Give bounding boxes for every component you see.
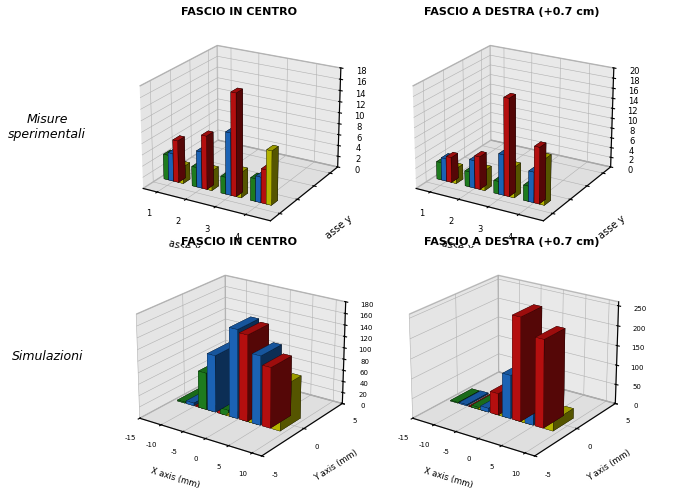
X-axis label: X axis (mm): X axis (mm) [423, 466, 474, 488]
Y-axis label: Y axis (mm): Y axis (mm) [313, 447, 359, 482]
X-axis label: asse X: asse X [168, 238, 202, 255]
Y-axis label: Y axis (mm): Y axis (mm) [586, 447, 632, 482]
X-axis label: X axis (mm): X axis (mm) [150, 466, 201, 488]
Title: FASCIO A DESTRA (+0.7 cm): FASCIO A DESTRA (+0.7 cm) [425, 237, 600, 247]
X-axis label: asse X: asse X [441, 238, 474, 255]
Title: FASCIO IN CENTRO: FASCIO IN CENTRO [181, 237, 297, 247]
Y-axis label: asse y: asse y [597, 214, 627, 241]
Text: Misure
sperimentali: Misure sperimentali [8, 113, 86, 141]
Title: FASCIO A DESTRA (+0.7 cm): FASCIO A DESTRA (+0.7 cm) [425, 7, 600, 18]
Y-axis label: asse y: asse y [324, 214, 355, 241]
Title: FASCIO IN CENTRO: FASCIO IN CENTRO [181, 7, 297, 18]
Text: Simulazioni: Simulazioni [11, 350, 83, 363]
